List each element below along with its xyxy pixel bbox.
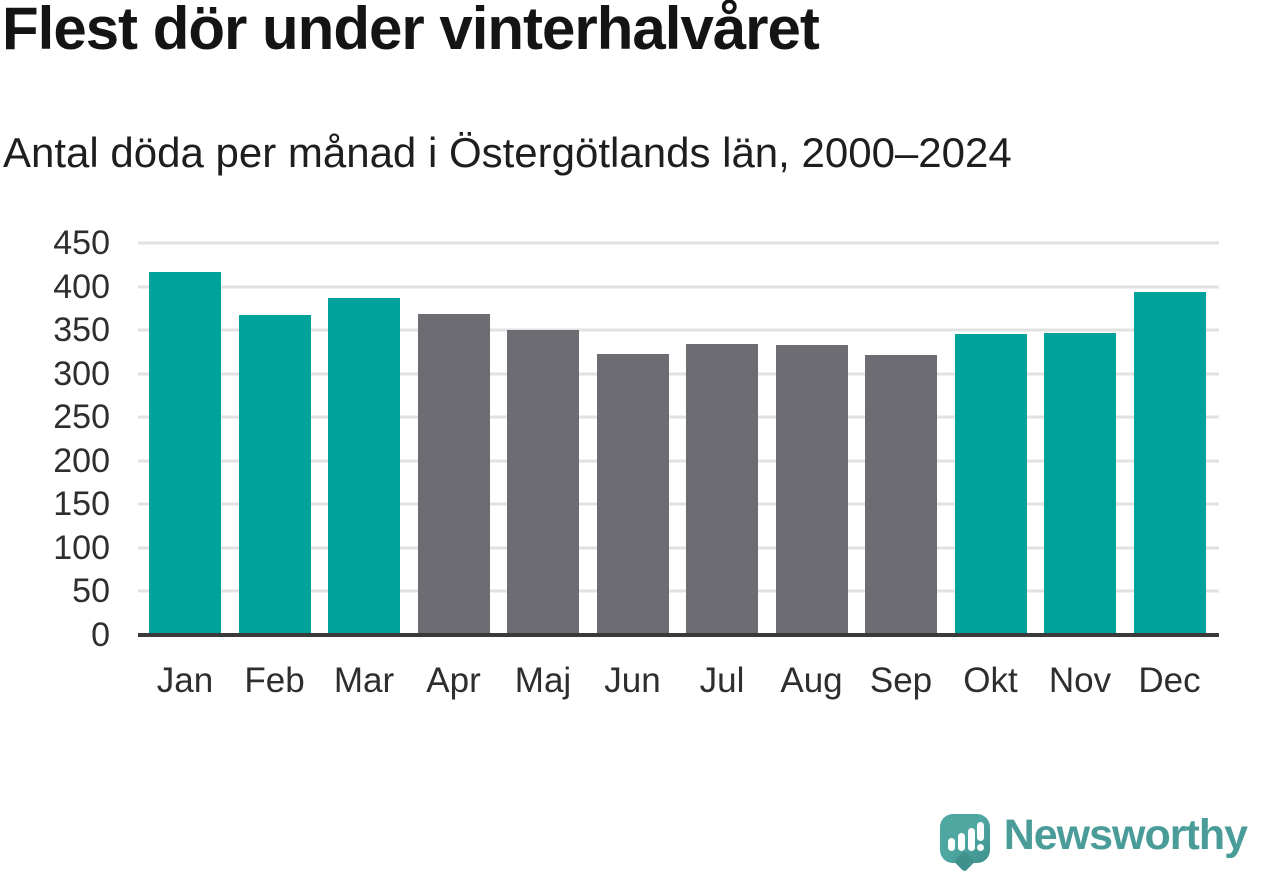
y-axis-tick-labels: 0 50 100 150 200 250 300 350 400 450 [0, 226, 110, 652]
y-tick-label-150: 150 [53, 485, 110, 524]
gridline-400 [138, 285, 1219, 289]
y-tick-label-250: 250 [53, 398, 110, 437]
y-tick-label-350: 350 [53, 311, 110, 350]
bar-aug [775, 344, 848, 635]
x-tick-label-mar: Mar [333, 661, 395, 700]
bar-jan [149, 271, 221, 635]
y-tick-label-450: 450 [53, 224, 110, 262]
logo-bar-medium [957, 832, 965, 851]
bar-okt [954, 333, 1027, 635]
x-tick-label-dec: Dec [1138, 661, 1201, 700]
y-tick-label-50: 50 [72, 572, 110, 611]
newsworthy-logo-icon [939, 813, 990, 872]
brand-footer: Newsworthy [939, 810, 1248, 872]
bar-feb [238, 315, 311, 635]
logo-exclamation-dot [976, 843, 984, 851]
speech-bubble-tail [953, 850, 975, 872]
gridline-100 [138, 546, 1219, 550]
x-tick-label-okt: Okt [963, 661, 1018, 700]
gridline-150 [138, 502, 1219, 506]
x-tick-label-nov: Nov [1048, 661, 1112, 700]
bar-jul [686, 344, 758, 635]
gridline-350 [138, 328, 1219, 332]
y-tick-label-100: 100 [53, 528, 110, 567]
logo-exclamation-bar [976, 821, 984, 841]
x-tick-label-feb: Feb [244, 661, 305, 700]
bar-nov [1044, 332, 1116, 635]
gridline-50 [138, 589, 1219, 593]
x-axis-tick-labels: Jan Feb Mar Apr Maj Jun Jul Aug Sep Okt Nov Dec [138, 635, 1219, 710]
x-axis-line [138, 633, 1219, 637]
bar-jun [596, 353, 669, 635]
x-tick-label-aug: Aug [780, 661, 843, 700]
x-tick-label-jun: Jun [604, 661, 661, 700]
gridline-200 [138, 459, 1219, 463]
chart-subtitle: Antal döda per månad i Östergötlands län… [3, 129, 1012, 176]
bar-maj [507, 330, 579, 635]
logo-bar-large [967, 827, 975, 851]
y-tick-label-300: 300 [53, 354, 110, 393]
chart-title: Flest dör under vinterhalvåret [2, 0, 820, 62]
y-tick-label-400: 400 [53, 267, 110, 306]
x-tick-label-jan: Jan [156, 661, 214, 700]
x-tick-label-apr: Apr [426, 661, 481, 700]
bar-mar [328, 297, 400, 635]
bar-dec [1133, 291, 1206, 635]
x-tick-label-maj: Maj [514, 661, 572, 700]
gridline-250 [138, 415, 1219, 419]
y-tick-label-0: 0 [91, 616, 110, 654]
bar-sep [865, 354, 937, 635]
x-tick-label-jul: Jul [699, 661, 745, 700]
gridline-300 [138, 372, 1219, 376]
bar-apr [417, 314, 490, 635]
gridline-450 [138, 241, 1219, 245]
bar-chart-plot-area [138, 241, 1219, 637]
y-tick-label-200: 200 [53, 441, 110, 480]
logo-bar-small [947, 837, 955, 851]
x-tick-label-sep: Sep [869, 661, 933, 700]
brand-name: Newsworthy [1003, 810, 1248, 859]
